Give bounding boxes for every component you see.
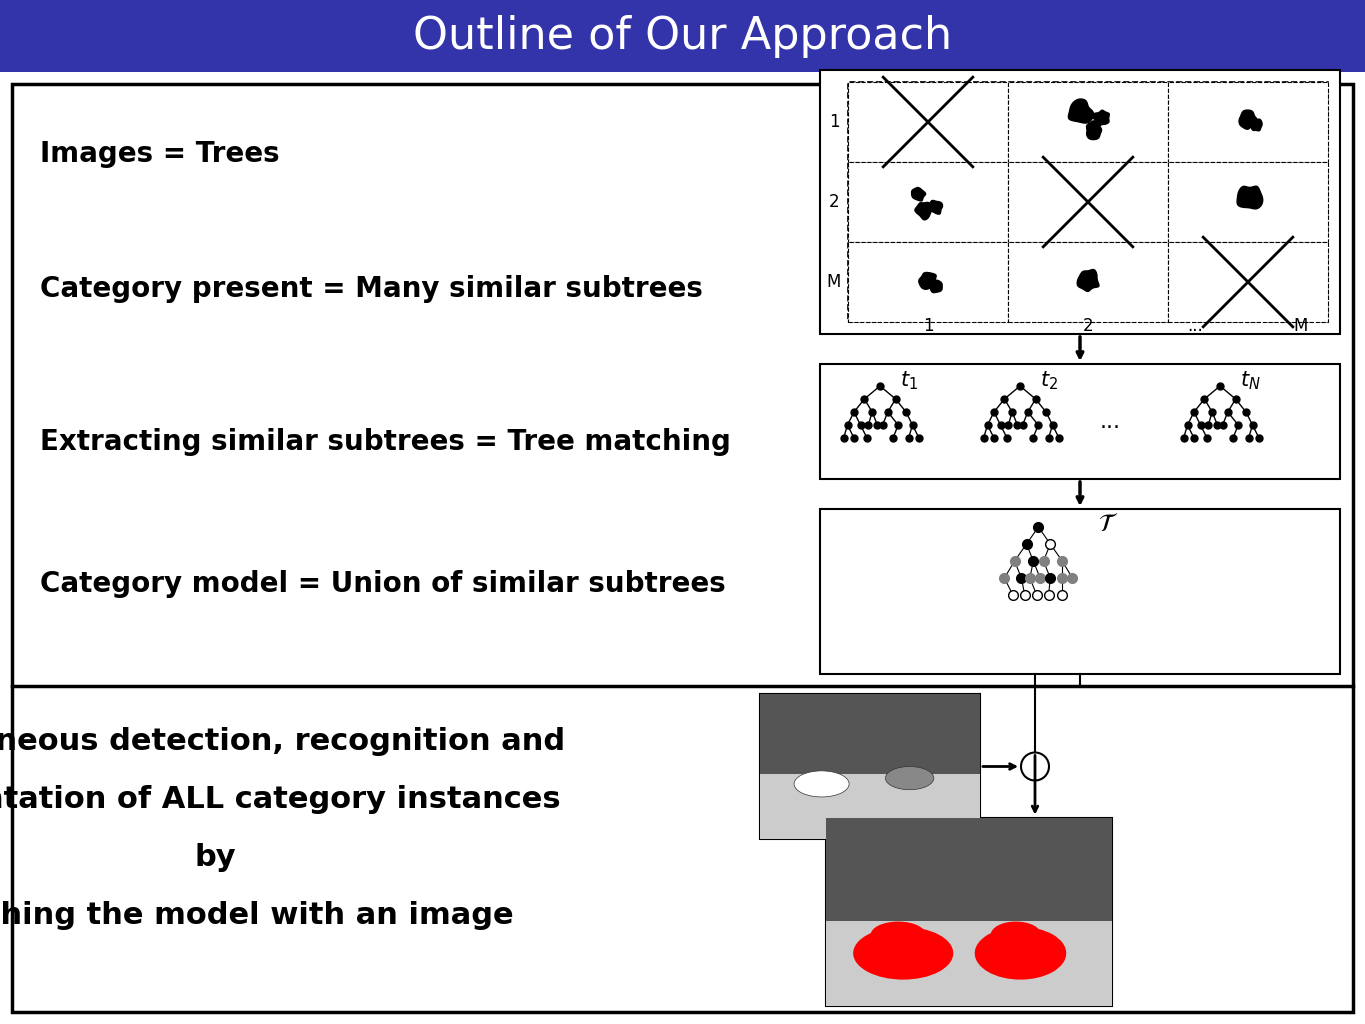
Ellipse shape [853, 927, 953, 980]
Text: Images = Trees: Images = Trees [40, 140, 280, 168]
Bar [820, 509, 1340, 674]
Bar [848, 82, 1007, 162]
Text: Extracting similar subtrees = Tree matching: Extracting similar subtrees = Tree match… [40, 428, 730, 456]
Bar [1168, 242, 1328, 322]
Bar [826, 922, 1112, 1006]
Bar [760, 774, 980, 839]
Text: $t_2$: $t_2$ [1040, 370, 1058, 392]
Bar [820, 70, 1340, 334]
Circle shape [1021, 753, 1048, 780]
Polygon shape [928, 201, 942, 214]
Bar [1168, 162, 1328, 242]
Ellipse shape [871, 922, 925, 948]
Bar [0, 0, 1365, 72]
Ellipse shape [886, 767, 934, 790]
Bar [1007, 242, 1168, 322]
Text: Outline of Our Approach: Outline of Our Approach [414, 14, 951, 57]
Text: 2: 2 [829, 193, 839, 211]
Polygon shape [915, 203, 932, 220]
Bar [1007, 82, 1168, 162]
Text: 1: 1 [829, 113, 839, 131]
Polygon shape [1237, 186, 1263, 209]
Text: segmentation of ALL category instances: segmentation of ALL category instances [0, 785, 561, 814]
Ellipse shape [975, 927, 1066, 980]
Bar [848, 82, 1328, 322]
Bar [848, 242, 1007, 322]
Text: 2: 2 [1082, 317, 1093, 335]
Bar [1007, 162, 1168, 242]
Bar [848, 162, 1007, 242]
Bar [826, 817, 1112, 1006]
Text: $t_1$: $t_1$ [900, 370, 919, 392]
Text: M: M [1294, 317, 1308, 335]
Polygon shape [1087, 121, 1102, 139]
Text: ...: ... [1188, 317, 1203, 335]
Text: by: by [194, 844, 236, 872]
Text: Category present = Many similar subtrees: Category present = Many similar subtrees [40, 275, 703, 303]
Polygon shape [930, 281, 942, 293]
Text: $\mathcal{T}$: $\mathcal{T}$ [1099, 512, 1118, 536]
Text: Simultaneous detection, recognition and: Simultaneous detection, recognition and [0, 727, 565, 757]
Text: Matching the model with an image: Matching the model with an image [0, 901, 513, 931]
Bar [760, 694, 980, 774]
Polygon shape [1069, 99, 1093, 123]
Polygon shape [1239, 111, 1257, 129]
Bar [1168, 82, 1328, 162]
Text: Category model = Union of similar subtrees: Category model = Union of similar subtre… [40, 570, 726, 598]
Text: $t_N$: $t_N$ [1239, 370, 1261, 392]
Polygon shape [912, 187, 925, 201]
Text: 1: 1 [923, 317, 934, 335]
Ellipse shape [991, 922, 1041, 948]
Bar [760, 694, 980, 839]
Polygon shape [1093, 111, 1110, 126]
Text: ...: ... [1099, 412, 1121, 431]
Bar [826, 817, 1112, 922]
Polygon shape [919, 272, 936, 289]
Polygon shape [1077, 269, 1099, 292]
Ellipse shape [794, 771, 849, 797]
Polygon shape [1250, 119, 1263, 131]
Text: M: M [827, 273, 841, 291]
Bar [820, 364, 1340, 479]
